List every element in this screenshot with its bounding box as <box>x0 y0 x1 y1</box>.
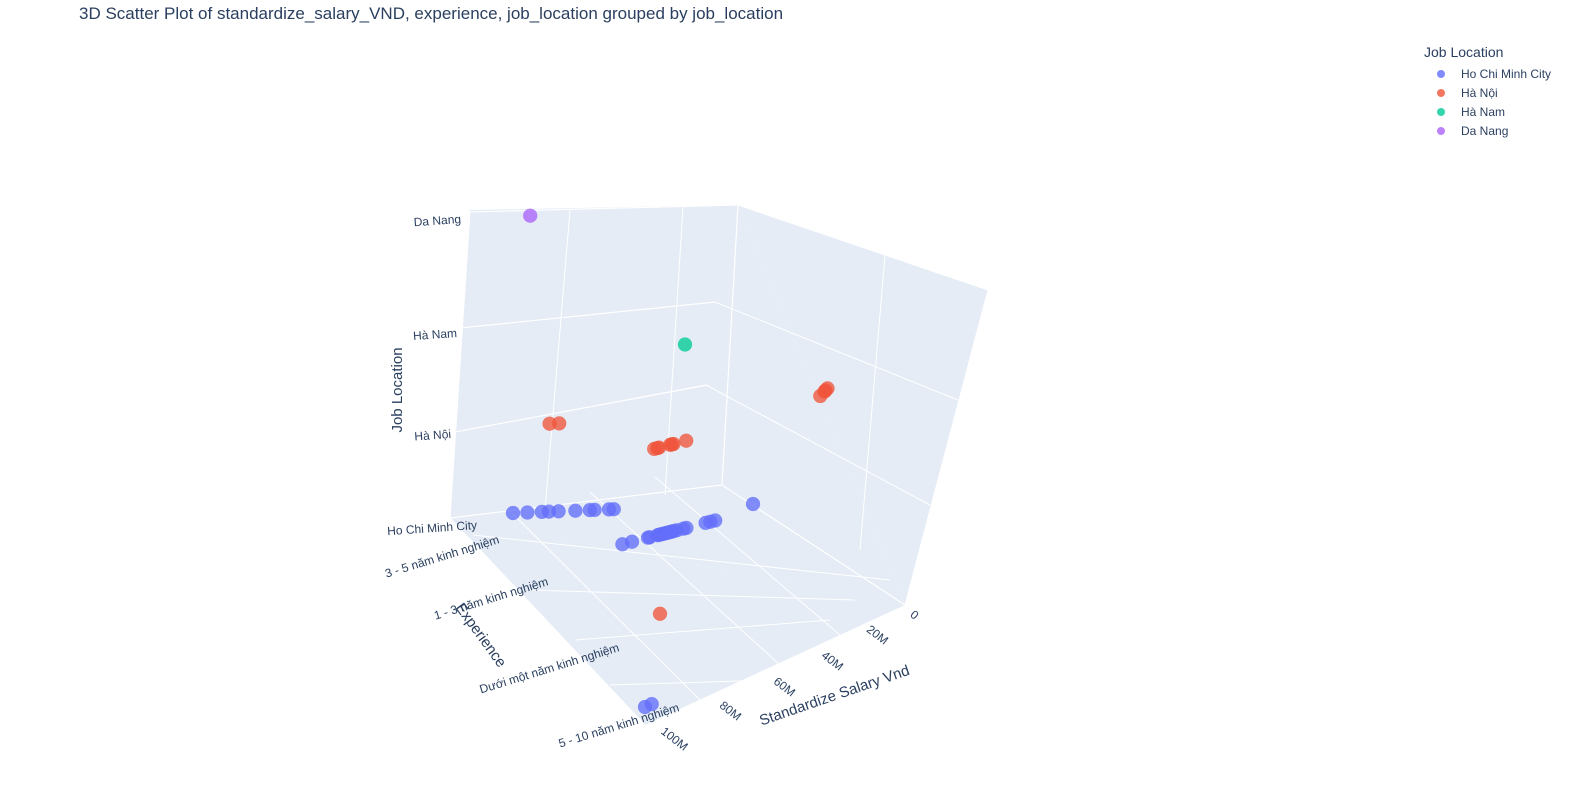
scatter-point[interactable] <box>551 416 567 431</box>
legend-label: Da Nang <box>1461 123 1509 138</box>
series-da-nang[interactable] <box>522 208 538 223</box>
z-tick-label: Ho Chi Minh City <box>387 518 478 538</box>
scatter-point[interactable] <box>606 501 622 517</box>
legend-item[interactable]: Hà Nội <box>1424 83 1551 102</box>
scatter-point[interactable] <box>707 513 723 528</box>
legend-item[interactable]: Da Nang <box>1424 121 1551 140</box>
y-tick-label: 5 - 10 năm kinh nghiệm <box>557 700 681 750</box>
scatter-point[interactable] <box>551 504 566 519</box>
legend-marker-icon <box>1437 107 1445 116</box>
scatter-point[interactable] <box>520 505 535 520</box>
series-hà-nam[interactable] <box>677 337 693 352</box>
scatter-point[interactable] <box>666 436 681 452</box>
legend-marker-icon <box>1437 126 1445 135</box>
scatter-point[interactable] <box>624 534 640 550</box>
scatter-point[interactable] <box>652 606 668 622</box>
x-axis-title: Standardize Salary Vnd <box>757 662 912 729</box>
scatter-point[interactable] <box>522 208 538 223</box>
legend-label: Hà Nam <box>1461 104 1506 119</box>
legend: Job Location Ho Chi Minh City Hà Nội Hà Na… <box>1424 44 1551 140</box>
series-hà-nội[interactable] <box>542 381 835 622</box>
scatter-point[interactable] <box>677 337 693 352</box>
legend-marker-icon <box>1437 88 1445 97</box>
x-tick-label: 100M <box>658 724 690 754</box>
x-tick-label: 20M <box>864 622 891 647</box>
x-tick-label: 80M <box>717 698 744 723</box>
x-tick-label: 0 <box>908 607 922 622</box>
scatter-point[interactable] <box>587 502 602 518</box>
y-axis-title: Experience <box>452 600 510 671</box>
z-tick-label: Hà Nội <box>414 427 452 444</box>
scatter-point[interactable] <box>820 381 835 396</box>
z-tick-label: Hà Nam <box>413 326 458 343</box>
scatter-point[interactable] <box>745 496 761 512</box>
legend-label: Ho Chi Minh City <box>1461 66 1552 81</box>
x-tick-label: 60M <box>771 674 798 699</box>
z-tick-label: Da Nang <box>413 212 461 229</box>
gridlines <box>449 204 989 726</box>
scatter-point[interactable] <box>678 433 694 448</box>
legend-title: Job Location <box>1424 44 1504 60</box>
scatter-point[interactable] <box>637 699 653 715</box>
series-ho-chi-minh-city[interactable] <box>505 496 761 715</box>
legend-item[interactable]: Ho Chi Minh City <box>1424 64 1551 83</box>
legend-label: Hà Nội <box>1461 85 1498 100</box>
chart-title: 3D Scatter Plot of standardize_salary_VN… <box>79 4 784 23</box>
x-tick-label: 40M <box>819 648 846 673</box>
legend-item[interactable]: Hà Nam <box>1424 102 1551 121</box>
data-points[interactable] <box>505 208 835 715</box>
y-tick-label: 3 - 5 năm kinh nghiệm <box>383 532 501 580</box>
scatter-point[interactable] <box>679 520 694 536</box>
scatter-point[interactable] <box>505 505 521 521</box>
legend-marker-icon <box>1437 69 1445 78</box>
axis-panes <box>450 205 988 725</box>
scatter-point[interactable] <box>568 503 583 518</box>
z-axis-title: Job Location <box>389 347 406 432</box>
